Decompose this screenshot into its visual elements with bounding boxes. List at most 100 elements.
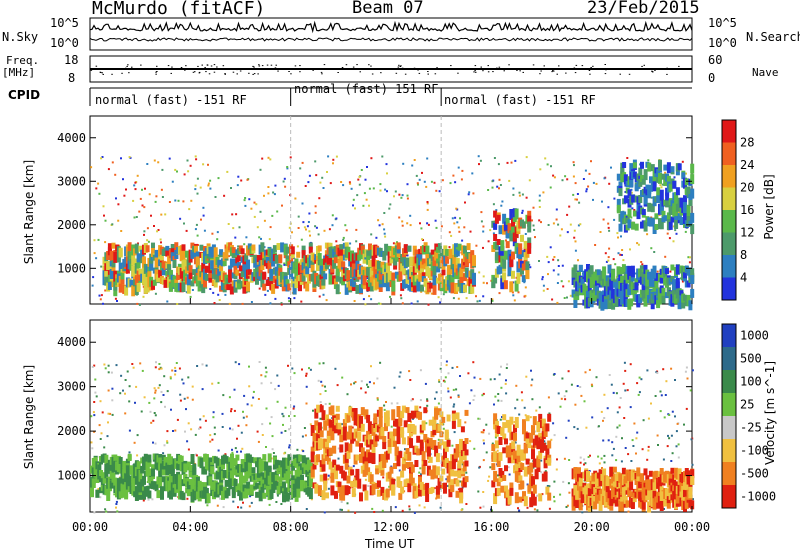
power-echo — [136, 174, 139, 177]
power-band-cell — [641, 178, 646, 185]
power-band-cell — [210, 248, 215, 258]
velocity-band-cell — [276, 460, 281, 469]
velocity-echo — [675, 430, 678, 433]
velocity-band-cell — [532, 416, 537, 426]
nave-point — [171, 66, 173, 68]
velocity-echo — [209, 434, 212, 437]
velocity-band-cell — [439, 475, 444, 482]
power-band-cell — [661, 287, 666, 296]
velocity-echo — [104, 508, 107, 511]
velocity-band-cell — [525, 432, 530, 439]
velocity-echo — [242, 501, 244, 504]
nave-point — [496, 67, 498, 69]
power-echo — [409, 214, 412, 217]
power-band-cell — [272, 275, 277, 283]
velocity-echo — [438, 380, 441, 383]
power-echo — [283, 177, 286, 180]
power-band-cell — [237, 283, 241, 290]
power-echo — [377, 219, 380, 222]
velocity-band-cell — [595, 492, 599, 504]
velocity-band-cell — [312, 432, 317, 439]
velocity-band-cell — [109, 480, 114, 489]
power-band-cell — [686, 186, 691, 198]
velocity-band-cell — [396, 406, 401, 417]
velocity-echo — [97, 488, 100, 490]
power-band-cell — [393, 262, 398, 270]
velocity-band-cell — [118, 457, 123, 464]
power-echo — [603, 177, 606, 180]
velocity-echo — [477, 490, 480, 493]
power-colorbar-swatch — [722, 232, 736, 255]
power-band-cell — [500, 246, 505, 258]
power-echo — [498, 178, 501, 181]
velocity-echo — [390, 425, 393, 428]
velocity-echo — [398, 375, 401, 378]
velocity-band-cell — [282, 481, 286, 493]
power-band-cell — [308, 242, 313, 250]
velocity-band-cell — [210, 466, 215, 475]
velocity-band-cell — [541, 442, 546, 451]
velocity-echo — [521, 399, 524, 402]
power-colorbar-swatch — [722, 120, 736, 143]
velocity-echo — [408, 505, 411, 508]
power-echo — [128, 156, 131, 159]
power-echo — [383, 228, 386, 231]
velocity-band-cell — [407, 451, 412, 461]
nave-point — [503, 70, 505, 72]
velocity-echo — [293, 405, 296, 408]
power-echo — [555, 208, 558, 211]
power-echo — [427, 275, 430, 278]
power-echo — [506, 161, 509, 164]
velocity-band-cell — [267, 475, 272, 485]
power-echo — [253, 201, 256, 204]
velocity-echo — [166, 430, 169, 433]
power-echo — [552, 222, 555, 225]
velocity-echo — [115, 364, 118, 367]
beam-title: Beam 07 — [352, 0, 424, 18]
power-band-cell — [165, 250, 170, 257]
power-band-cell — [142, 257, 146, 268]
power-band-cell — [675, 264, 680, 275]
velocity-echo — [485, 423, 488, 426]
velocity-band-cell — [504, 465, 508, 472]
power-echo — [383, 212, 386, 214]
power-echo — [605, 260, 608, 263]
velocity-echo — [101, 411, 104, 414]
power-echo — [448, 246, 451, 249]
velocity-echo — [540, 459, 543, 462]
nave-point — [201, 64, 203, 66]
power-echo — [456, 221, 459, 224]
velocity-band-cell — [525, 436, 530, 443]
power-echo — [194, 228, 197, 231]
velocity-echo — [430, 447, 433, 450]
velocity-band-cell — [317, 485, 322, 497]
nave-point — [475, 71, 477, 73]
power-band-cell — [420, 266, 424, 274]
velocity-echo — [418, 471, 421, 474]
power-echo — [394, 190, 397, 193]
power-echo — [117, 219, 120, 222]
velocity-band-cell — [341, 492, 346, 501]
velocity-echo — [275, 501, 278, 503]
nave-point — [194, 71, 196, 73]
power-echo — [263, 194, 265, 197]
power-echo — [584, 169, 587, 172]
power-band-cell — [219, 249, 224, 256]
velocity-band-cell — [393, 463, 397, 469]
velocity-band-cell — [498, 474, 503, 482]
velocity-echo — [482, 459, 485, 462]
power-band-cell — [672, 279, 677, 291]
velocity-echo — [396, 402, 399, 405]
power-band-cell — [375, 280, 380, 290]
velocity-echo — [399, 371, 402, 374]
power-band-cell — [134, 243, 139, 254]
power-echo — [287, 297, 290, 300]
velocity-echo — [288, 428, 291, 431]
power-band-cell — [382, 251, 387, 261]
velocity-echo — [449, 396, 452, 399]
velocity-band-cell — [511, 446, 516, 455]
nave-point — [604, 73, 607, 75]
power-band-cell — [341, 279, 346, 286]
velocity-band-cell — [359, 492, 363, 502]
power-band-cell — [423, 242, 428, 249]
